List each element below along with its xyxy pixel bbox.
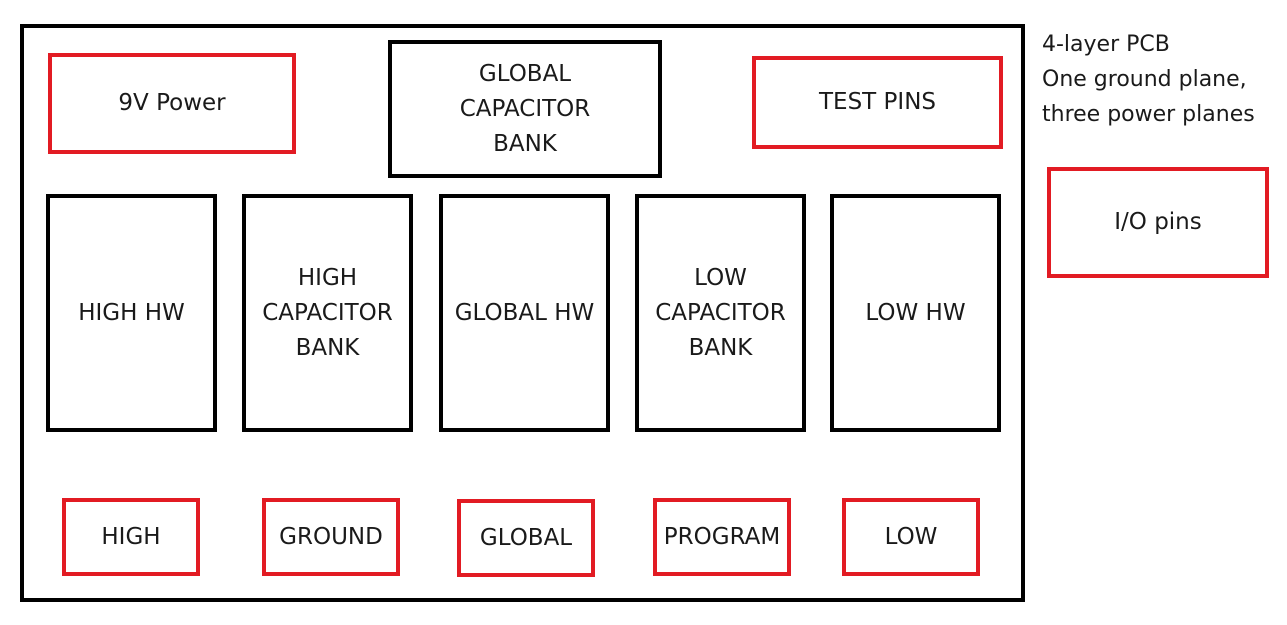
high-capacitor-bank-label-line-3: BANK: [295, 334, 360, 361]
test-pins-label: TEST PINS: [819, 89, 936, 115]
low-capacitor-bank-label-line-2: CAPACITOR: [655, 299, 786, 326]
connector-ground-label: GROUND: [279, 523, 383, 550]
connector-program: PROGRAM: [653, 498, 791, 576]
pcb-note-line-1: 4-layer PCB: [1042, 32, 1170, 57]
connector-program-label: PROGRAM: [663, 523, 781, 550]
connector-global-label: GLOBAL: [479, 524, 573, 551]
global-capacitor-bank-label-line-2: CAPACITOR: [459, 95, 591, 122]
connector-global: GLOBAL: [457, 499, 595, 577]
high-capacitor-bank-block: HIGH CAPACITOR BANK: [242, 194, 413, 432]
pcb-note-line-2: One ground plane,: [1042, 67, 1247, 92]
global-hw-block: GLOBAL HW: [439, 194, 610, 432]
pcb-notes: 4-layer PCB One ground plane, three powe…: [1042, 27, 1255, 132]
low-hw-block: LOW HW: [830, 194, 1001, 432]
global-capacitor-bank-label-line-3: BANK: [493, 130, 557, 157]
low-hw-label: LOW HW: [865, 299, 966, 326]
global-hw-label: GLOBAL HW: [454, 299, 595, 326]
connector-low: LOW: [842, 498, 980, 576]
connector-high: HIGH: [62, 498, 200, 576]
connector-ground: GROUND: [262, 498, 400, 576]
global-capacitor-bank-label-line-1: GLOBAL: [478, 60, 572, 87]
high-capacitor-bank-label-line-2: CAPACITOR: [262, 299, 393, 326]
high-hw-block: HIGH HW: [46, 194, 217, 432]
connector-low-label: LOW: [884, 523, 938, 550]
high-capacitor-bank-label-line-1: HIGH: [297, 264, 358, 291]
power-9v-label: 9V Power: [118, 90, 226, 116]
pcb-board-outline: [20, 24, 1025, 602]
power-9v-block: 9V Power: [48, 53, 296, 154]
connector-high-label: HIGH: [101, 523, 161, 550]
io-pins-label: I/O pins: [1114, 209, 1202, 235]
low-capacitor-bank-label-line-3: BANK: [688, 334, 753, 361]
low-capacitor-bank-label-line-1: LOW: [694, 264, 747, 291]
pcb-note-line-3: three power planes: [1042, 102, 1255, 127]
high-hw-label: HIGH HW: [78, 299, 185, 326]
low-capacitor-bank-block: LOW CAPACITOR BANK: [635, 194, 806, 432]
io-pins-block: I/O pins: [1047, 167, 1269, 278]
test-pins-block: TEST PINS: [752, 56, 1003, 149]
global-capacitor-bank-block: GLOBAL CAPACITOR BANK: [388, 40, 662, 178]
